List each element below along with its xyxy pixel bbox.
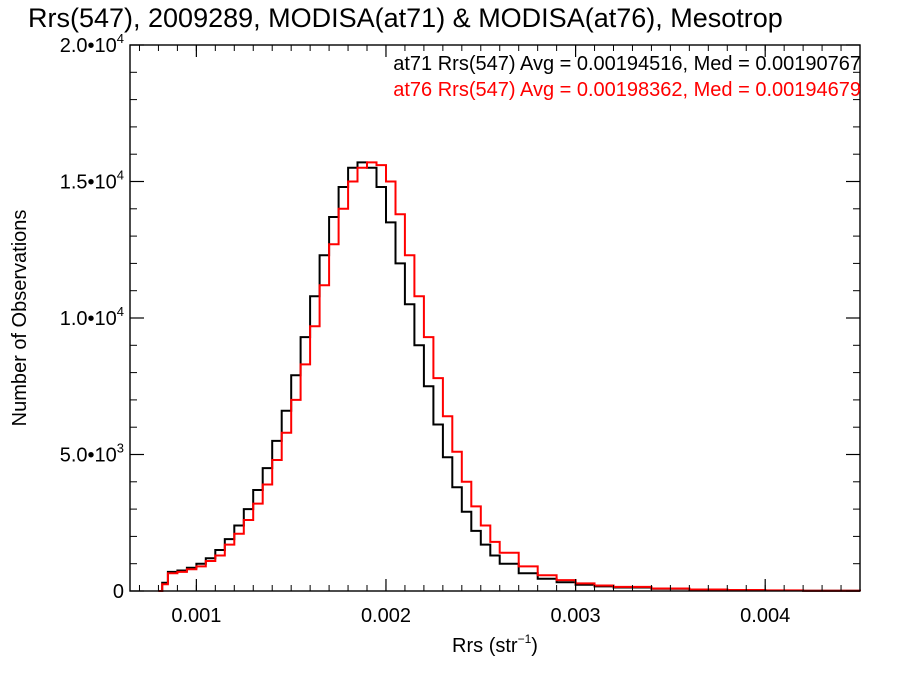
x-axis-label-superscript: −1 — [518, 632, 532, 646]
legend-entry-at71: at71 Rrs(547) Avg = 0.00194516, Med = 0.… — [393, 53, 861, 75]
x-tick-label: 0.004 — [740, 605, 790, 627]
x-axis-label-end: ) — [531, 635, 538, 657]
y-tick-label: 2.0•104 — [60, 31, 124, 57]
x-axis-ticks: 0.001 0.002 0.003 0.004 — [138, 45, 861, 627]
y-tick-label: 5.0•103 — [60, 441, 124, 467]
y-axis-ticks: 0 5.0•103 1.0•104 1.5•104 2.0•104 — [60, 31, 860, 603]
legend-entry-at76: at76 Rrs(547) Avg = 0.00198362, Med = 0.… — [393, 79, 861, 101]
x-axis-label: Rrs (str−1) — [452, 632, 538, 657]
y-tick-label: 1.0•104 — [60, 304, 124, 330]
y-axis-label: Number of Observations — [9, 210, 31, 427]
x-axis-label-main: Rrs (str — [452, 635, 518, 657]
chart-title: Rrs(547), 2009289, MODISA(at71) & MODISA… — [28, 3, 783, 33]
x-tick-label: 0.002 — [361, 605, 411, 627]
y-tick-label: 1.5•104 — [60, 168, 124, 194]
y-tick-label: 0 — [113, 581, 124, 603]
x-tick-label: 0.003 — [551, 605, 601, 627]
x-tick-label: 0.001 — [171, 605, 221, 627]
